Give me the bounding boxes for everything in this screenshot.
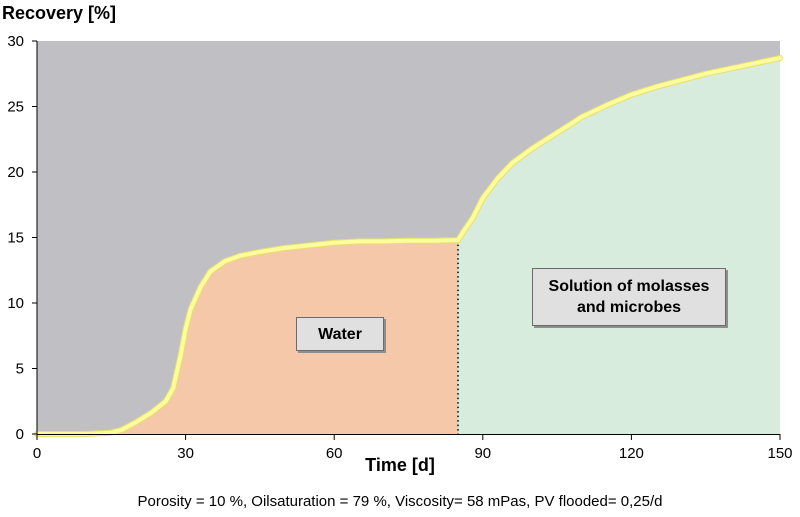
- solution-phase-label: Solution of molasses and microbes: [532, 268, 726, 326]
- y-tick-label: 25: [7, 99, 24, 116]
- x-axis-label: Time [d]: [365, 455, 435, 475]
- experiment-parameters-note: Porosity = 10 %, Oilsaturation = 79 %, V…: [137, 493, 663, 510]
- solution-phase-area: [458, 58, 780, 434]
- x-tick-label: 30: [177, 445, 194, 462]
- y-axis-label: Recovery [%]: [2, 3, 117, 23]
- x-tick-label: 0: [33, 445, 41, 462]
- x-tick-label: 60: [326, 445, 343, 462]
- y-tick-label: 10: [7, 295, 24, 312]
- x-tick-label: 90: [474, 445, 491, 462]
- x-tick-label: 150: [767, 445, 792, 462]
- water-phase-area: [37, 240, 459, 434]
- y-tick-label: 5: [16, 361, 24, 378]
- recovery-line: [35, 56, 782, 436]
- y-tick-label: 15: [7, 230, 24, 247]
- y-tick-label: 0: [16, 426, 24, 443]
- x-tick-label: 120: [619, 445, 644, 462]
- water-phase-label: Water: [296, 317, 384, 351]
- y-tick-label: 20: [7, 164, 24, 181]
- y-tick-label: 30: [7, 33, 24, 50]
